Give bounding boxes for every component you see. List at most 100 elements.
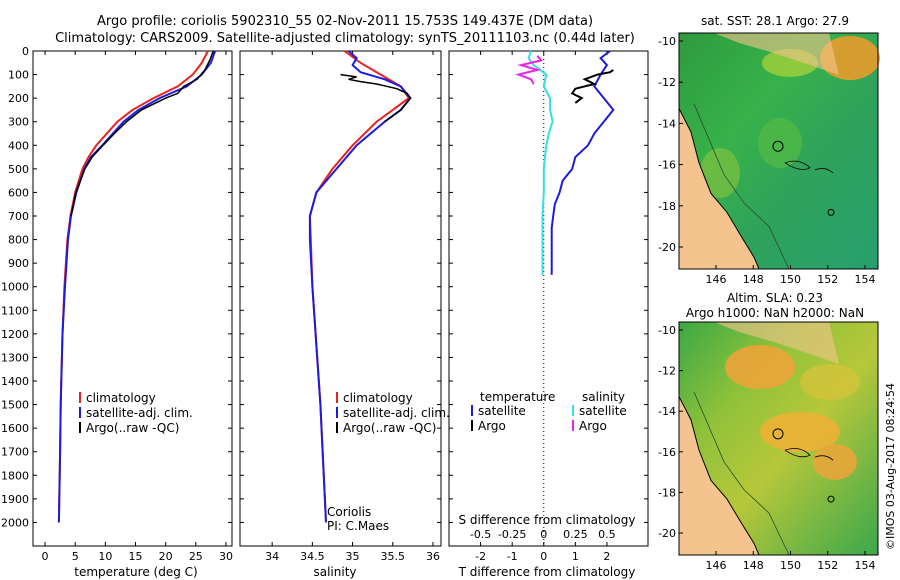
argo-location-marker: [772, 428, 784, 440]
depth-tick-label: 1400: [1, 375, 29, 388]
x-tick-label: 34.5: [300, 550, 325, 563]
s-diff-axis-label: S difference from climatology: [459, 513, 636, 527]
map-y-tick-label: -12: [658, 365, 676, 378]
depth-tick-label: 200: [8, 92, 29, 105]
s-tick-label: 0: [540, 528, 547, 541]
depth-tick-label: 0: [22, 45, 29, 58]
map-x-tick-label: 146: [706, 273, 727, 286]
map-y-tick-label: -14: [658, 405, 676, 418]
depth-tick-label: 1500: [1, 399, 29, 412]
x-tick-label: 36: [426, 550, 440, 563]
legend-label: satellite: [478, 404, 526, 418]
depth-tick-label: 1000: [1, 281, 29, 294]
legend-label: satellite: [579, 404, 627, 418]
temperature-panel: 0100200300400500600700800900100011001200…: [1, 45, 233, 563]
coriolis-label: Coriolis: [327, 505, 371, 519]
depth-tick-label: 1100: [1, 304, 29, 317]
sla-map-title-1: Altim. SLA: 0.23: [727, 291, 823, 305]
sla-map: -10 -12 -14 -16 -18 -20 146 148 150 152 154: [658, 321, 879, 572]
depth-tick-label: 1300: [1, 351, 29, 364]
map-x-tick-label: 154: [855, 273, 876, 286]
legend-label: climatology: [343, 391, 413, 405]
map-land-north: [714, 33, 839, 75]
warm-patch: [758, 118, 802, 168]
temperature-line-satellite-adj.: [57, 50, 217, 523]
salinity-panel: 34 34.5 35 35.5 36 climatologysatellite-adj. …: [239, 50, 450, 563]
x-tick-label: 5: [72, 550, 79, 563]
map-y-tick-label: -16: [658, 159, 676, 172]
depth-tick-label: 1900: [1, 493, 29, 506]
reef-marker: [827, 495, 835, 503]
x-tick-label: 0: [540, 550, 547, 563]
depth-tick-label: 900: [8, 257, 29, 270]
map-x-tick-label: 150: [780, 273, 801, 286]
warm-patch: [813, 444, 857, 480]
warm-patch: [700, 148, 740, 198]
x-tick-label: -1: [507, 550, 518, 563]
legend-temperature-title: temperature: [480, 390, 555, 404]
legend-label: Argo: [579, 419, 607, 433]
map-x-tick-label: 146: [706, 559, 727, 572]
salinity-axis-label: salinity: [313, 565, 356, 579]
map-x-tick-label: 154: [855, 559, 876, 572]
map-y-tick-label: -18: [658, 486, 676, 499]
depth-tick-label: 2000: [1, 516, 29, 529]
depth-tick-label: 1600: [1, 422, 29, 435]
s-tick-label: 0.25: [563, 528, 588, 541]
x-tick-label: -2: [475, 550, 486, 563]
x-tick-label: 1: [572, 550, 579, 563]
bathymetry-contour: [693, 103, 790, 270]
diff-line-1: [570, 69, 614, 104]
map-land: [679, 108, 759, 270]
salinity-line-argo: [340, 73, 412, 123]
title-line-2: Climatology: CARS2009. Satellite-adjuste…: [55, 31, 635, 46]
diff-line-0: [550, 50, 615, 275]
sst-map: -10 -12 -14 -16 -18 -20 146 148 150 152 154: [658, 32, 880, 286]
depth-tick-label: 100: [8, 69, 29, 82]
map-frame: [678, 321, 879, 556]
x-tick-label: 2: [603, 550, 610, 563]
t-diff-axis-label: T difference from climatology: [458, 565, 636, 579]
map-y-tick-label: -12: [658, 76, 676, 89]
legend-label: satellite-adj. clim.: [86, 406, 193, 420]
x-tick-label: 34: [265, 550, 279, 563]
map-y-tick-label: -10: [658, 324, 676, 337]
x-tick-label: 15: [129, 550, 143, 563]
depth-tick-label: 1800: [1, 469, 29, 482]
x-tick-label: 0: [42, 550, 49, 563]
x-tick-label: 25: [189, 550, 203, 563]
temperature-line-argo: [70, 50, 215, 217]
reef-contour: [784, 448, 834, 461]
map-y-tick-label: -18: [658, 200, 676, 213]
s-tick-label: -0.25: [498, 528, 526, 541]
credit-label: ©IMOS 03-Aug-2017 08:24:54: [884, 383, 897, 550]
map-x-tick-label: 152: [817, 273, 838, 286]
s-tick-label: 0.5: [598, 528, 616, 541]
map-y-tick-label: -14: [658, 117, 676, 130]
map-land: [679, 396, 759, 555]
panel-frame: [239, 50, 442, 547]
pi-label: PI: C.Maes: [327, 519, 389, 533]
sst-map-title: sat. SST: 28.1 Argo: 27.9: [701, 14, 849, 28]
map-x-tick-label: 152: [817, 559, 838, 572]
legend-label: climatology: [86, 391, 156, 405]
panel-frame: [32, 50, 233, 547]
sla-map-title-2: Argo h1000: NaN h2000: NaN: [686, 306, 864, 320]
diff-line-3: [515, 55, 543, 85]
legend-label: satellite-adj. clim.: [343, 406, 450, 420]
map-land-north: [714, 322, 839, 364]
reef-marker: [827, 208, 835, 216]
coastline: [678, 396, 760, 556]
difference-panel: -2 -1 0 1 2 -0.5 -0.25 0 0.25 0.5 temperature salin…: [448, 50, 649, 563]
warm-patch: [800, 364, 860, 400]
legend-label: Argo(..raw -QC): [86, 421, 179, 435]
x-tick-label: 20: [159, 550, 173, 563]
title-line-1: Argo profile: coriolis 5902310_55 02-Nov…: [97, 14, 593, 29]
depth-tick-label: 1200: [1, 328, 29, 341]
warm-patch: [725, 345, 795, 389]
map-frame: [678, 32, 879, 270]
panel-frame: [448, 50, 649, 547]
temperature-axis-label: temperature (deg C): [74, 565, 197, 579]
bathymetry-contour: [693, 391, 790, 556]
warm-patch: [760, 412, 840, 452]
